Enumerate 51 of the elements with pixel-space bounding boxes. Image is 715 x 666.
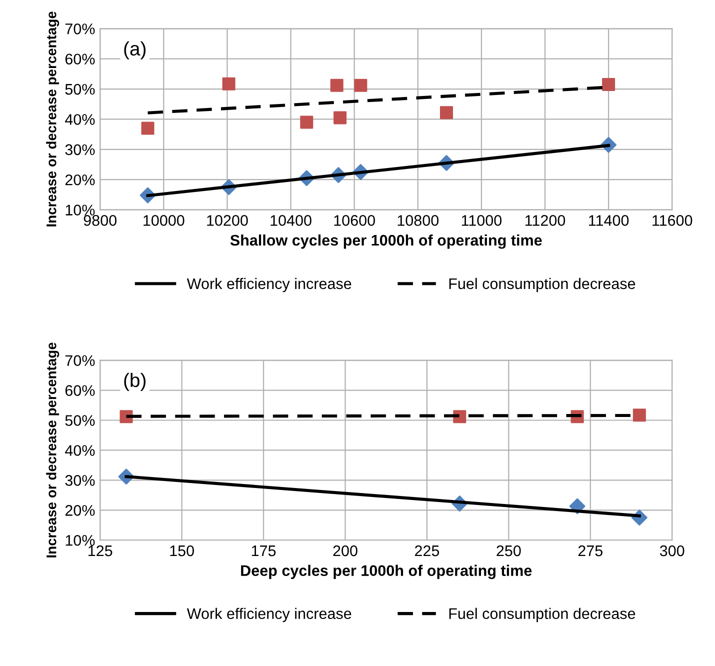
x-tick-label: 10400 (270, 215, 312, 226)
x-tick-label: 11200 (525, 215, 566, 226)
point (141, 122, 154, 135)
legend-label: Fuel consumption decrease (449, 608, 636, 622)
x-tick-label: 200 (333, 545, 358, 556)
legend-label: Fuel consumption decrease (449, 278, 636, 292)
annotation: (b) (124, 372, 146, 391)
y-tick-label: 60% (65, 54, 95, 65)
x-tick-label: 250 (496, 545, 521, 556)
x-tick-label: 9800 (84, 215, 116, 226)
y-tick-label: 10% (66, 534, 95, 546)
point (222, 77, 236, 90)
y-tick-label: 70% (65, 24, 95, 34)
legend-label: Work efficiency increase (186, 608, 352, 622)
x-tick-label: 10000 (144, 215, 184, 226)
y-tick-label: 30% (65, 144, 95, 156)
y-tick-label: 10% (66, 204, 95, 216)
point (354, 78, 368, 92)
point (440, 106, 453, 120)
x-tick-label: 125 (88, 545, 112, 556)
x-tick-label: 275 (578, 545, 602, 556)
point (334, 111, 347, 124)
y-tick-label: 60% (65, 385, 95, 396)
y-axis-title: Increase or decrease percentage (46, 342, 60, 558)
x-tick-label: 300 (660, 545, 684, 556)
x-tick-label: 175 (252, 546, 276, 556)
x-tick-label: 10600 (334, 215, 375, 226)
legend-label: Work efficiency increase (186, 278, 352, 292)
point (632, 408, 646, 422)
x-tick-label: 11000 (462, 215, 502, 226)
y-tick-label: 50% (65, 84, 95, 95)
point (602, 78, 616, 91)
y-tick-label: 30% (65, 475, 95, 486)
y-tick-label: 40% (65, 114, 95, 125)
x-tick-label: 225 (414, 545, 440, 556)
point (300, 116, 314, 129)
y-tick-label: 70% (65, 355, 95, 366)
y-tick-label: 20% (65, 505, 95, 516)
x-tick-label: 10800 (398, 215, 439, 226)
annotation: (a) (124, 41, 146, 60)
y-axis-title: Increase or decrease percentage (46, 12, 60, 226)
x-axis-title: Deep cycles per 1000h of operating time (241, 564, 532, 580)
x-tick-label: 11400 (589, 215, 629, 226)
y-tick-label: 20% (65, 174, 95, 186)
x-axis-title: Shallow cycles per 1000h of operating time (230, 234, 542, 249)
x-tick-label: 10200 (207, 215, 248, 226)
x-tick-label: 150 (170, 545, 194, 556)
y-tick-label: 50% (65, 415, 95, 426)
point (330, 78, 344, 92)
x-tick-label: 11600 (652, 215, 692, 226)
y-tick-label: 40% (65, 445, 95, 456)
